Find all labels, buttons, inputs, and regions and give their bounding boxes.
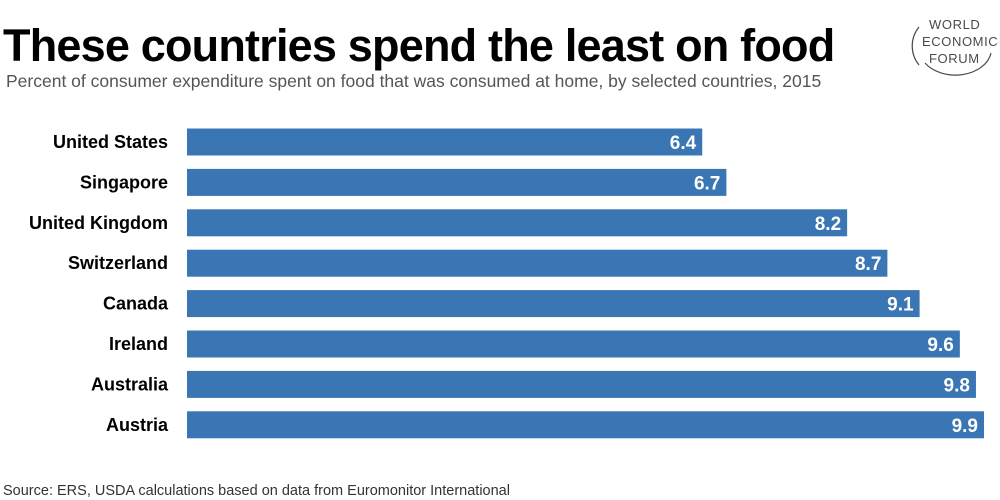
source-note: Source: ERS, USDA calculations based on … — [3, 483, 510, 499]
category-label: United Kingdom — [29, 213, 168, 233]
wef-logo-arc-icon — [911, 26, 992, 76]
logo-line-forum: FORUM — [929, 51, 980, 66]
bar-singapore — [187, 168, 727, 196]
category-label: Switzerland — [68, 253, 168, 273]
value-label: 6.7 — [694, 173, 720, 194]
category-label: Austria — [106, 415, 169, 435]
category-label: Singapore — [80, 172, 168, 192]
value-label: 9.9 — [952, 416, 978, 437]
bar-united-kingdom — [187, 209, 848, 237]
bar-austria — [187, 411, 984, 439]
chart-title: These countries spend the least on food — [3, 20, 835, 71]
category-label: Australia — [91, 374, 169, 394]
category-label: Ireland — [109, 334, 168, 354]
value-label: 9.1 — [887, 295, 914, 316]
value-label: 8.7 — [855, 254, 881, 275]
bar-switzerland — [187, 249, 888, 277]
bar-united-states — [187, 128, 703, 156]
chart-subtitle: Percent of consumer expenditure spent on… — [6, 71, 822, 91]
wef-logo: WORLD ECONOMIC FORUM — [905, 15, 999, 77]
value-label: 9.6 — [927, 335, 953, 356]
category-label: United States — [53, 132, 168, 152]
value-label: 8.2 — [815, 214, 841, 235]
bar-ireland — [187, 330, 960, 358]
bar-australia — [187, 370, 976, 398]
logo-line-world: WORLD — [929, 17, 981, 32]
logo-line-economic: ECONOMIC — [922, 34, 999, 49]
value-label: 9.8 — [944, 375, 970, 396]
bar-canada — [187, 290, 920, 318]
category-label: Canada — [103, 294, 169, 314]
value-label: 6.4 — [670, 133, 697, 154]
